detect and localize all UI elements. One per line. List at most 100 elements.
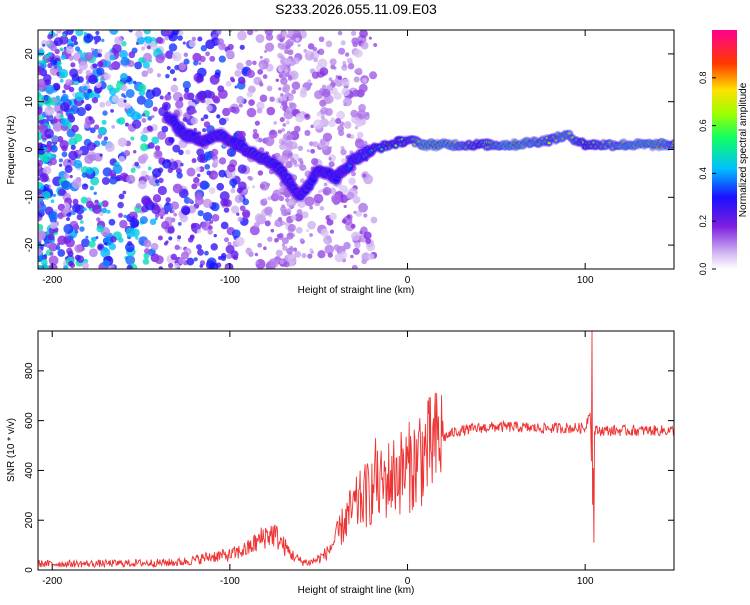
spectrogram-noise-point [40,208,45,213]
spectrogram-noise-point [188,39,197,48]
spectrogram-noise-point [66,217,70,221]
colorbar-scale [712,30,737,269]
spectrogram-noise-point [342,61,347,66]
spectrogram-noise-point [297,145,304,151]
spectrogram-noise-point [204,163,211,170]
spectrogram-noise-point [96,224,105,233]
spectrogram-noise-point [208,187,216,195]
spectrogram-noise-point [89,127,96,134]
spectrogram-noise-point [154,145,161,151]
spectrogram-noise-point [99,127,106,134]
spectrogram-noise-point [159,95,164,100]
spectrogram-noise-point [246,91,253,98]
spectrogram-noise-point [200,117,205,122]
spectrogram-streak-point [284,69,289,73]
y-tick-label: 0 [24,567,35,573]
spectrogram-noise-point [268,169,275,175]
spectrogram-noise-point [313,57,318,63]
spectrogram-noise-point [49,251,54,256]
spectrogram-noise-point [100,247,111,258]
spectrogram-noise-point [226,253,232,260]
spectrogram-noise-point [43,96,49,102]
spectrogram-streak-point [279,143,286,150]
spectrogram-noise-point [270,228,275,233]
spectrogram-streak-point [277,129,282,134]
snr-xlabel: Height of straight line (km) [298,585,415,596]
spectrogram-noise-point [320,115,325,120]
spectrogram-noise-point [99,211,104,217]
x-tick-label: -200 [42,576,62,587]
spectrogram-noise-point [176,172,183,179]
spectrogram-noise-point [135,203,142,209]
spectrogram-noise-point [42,156,49,163]
spectrogram-streak-point [280,140,286,146]
spectrogram-noise-point [197,154,206,163]
spectrogram-noise-point [209,74,220,85]
spectrogram-noise-point [266,85,273,92]
spectrogram-noise-point [146,125,153,132]
spectrogram-noise-point [323,182,328,187]
spectrogram-streak-point [280,100,287,107]
spectrogram-noise-point [57,203,65,212]
spectrogram-streak-point [283,261,290,268]
spectrogram-noise-point [89,185,95,191]
spectrogram-noise-point [204,250,209,256]
spectrogram-noise-point [210,243,218,251]
spectrogram-noise-point [196,173,201,178]
spectrogram-noise-point [229,150,235,157]
spectrogram-noise-point [333,244,340,251]
spectrogram-noise-point [83,207,87,211]
spectrogram-streak-point [279,74,283,78]
spectrogram-noise-point [171,51,182,62]
spectrogram-noise-point [352,41,358,48]
spectrogram-noise-point [71,203,81,213]
spectrogram-noise-point [102,110,108,116]
spectrogram-noise-point [53,37,63,47]
spectrogram-noise-point [298,157,303,163]
spectrogram-noise-point [142,61,150,69]
spectrogram-noise-point [252,132,260,140]
spectrogram-noise-point [291,81,301,90]
spectrogram-noise-point [196,228,202,234]
spectrogram-noise-point [211,148,219,156]
spectrogram-noise-point [191,98,196,103]
spectrogram-noise-point [275,78,279,83]
spectrogram-noise-point [358,202,368,213]
colorbar-label: Normalized spectral amplitude [738,82,749,217]
spectrogram-noise-point [343,121,352,129]
spectrogram-noise-point [255,261,259,265]
spectrogram-noise-point [96,67,105,76]
spectrogram-noise-point [92,63,98,69]
spectrogram-noise-point [155,150,163,158]
spectrogram-noise-point [90,237,95,241]
spectrogram-noise-point [117,117,126,125]
spectrogram-noise-point [144,174,150,181]
spectrogram-noise-point [180,251,189,260]
spectrogram-noise-point [183,196,191,204]
snr-ylabel: SNR (10 * v/v) [6,418,17,482]
spectrogram-noise-point [306,50,312,55]
spectrogram-noise-point [46,244,51,249]
spectrogram-noise-point [138,57,145,64]
spectrogram-noise-point [263,74,267,78]
spectrogram-noise-point [365,238,372,245]
spectrogram-streak-point [282,245,288,252]
spectrogram-noise-point [114,36,123,45]
spectrogram-noise-point [183,52,189,57]
spectrogram-noise-point [160,215,164,220]
spectrogram-noise-point [186,105,196,115]
spectrogram-noise-point [358,103,366,112]
spectrogram-noise-point [309,205,313,210]
spectrogram-noise-point [254,221,260,228]
spectrogram-noise-point [321,88,331,98]
snr-plot-area [38,331,674,569]
spectrogram-noise-point [329,229,335,234]
spectrogram-noise-point [87,142,96,151]
spectrogram-noise-point [292,247,298,252]
spectrogram-noise-point [38,159,43,167]
spectrogram-noise-point [109,54,116,61]
spectrogram-noise-point [225,49,235,59]
spectrogram-noise-point [84,92,90,98]
spectrogram-noise-point [44,54,50,60]
spectrogram-noise-point [97,133,103,139]
